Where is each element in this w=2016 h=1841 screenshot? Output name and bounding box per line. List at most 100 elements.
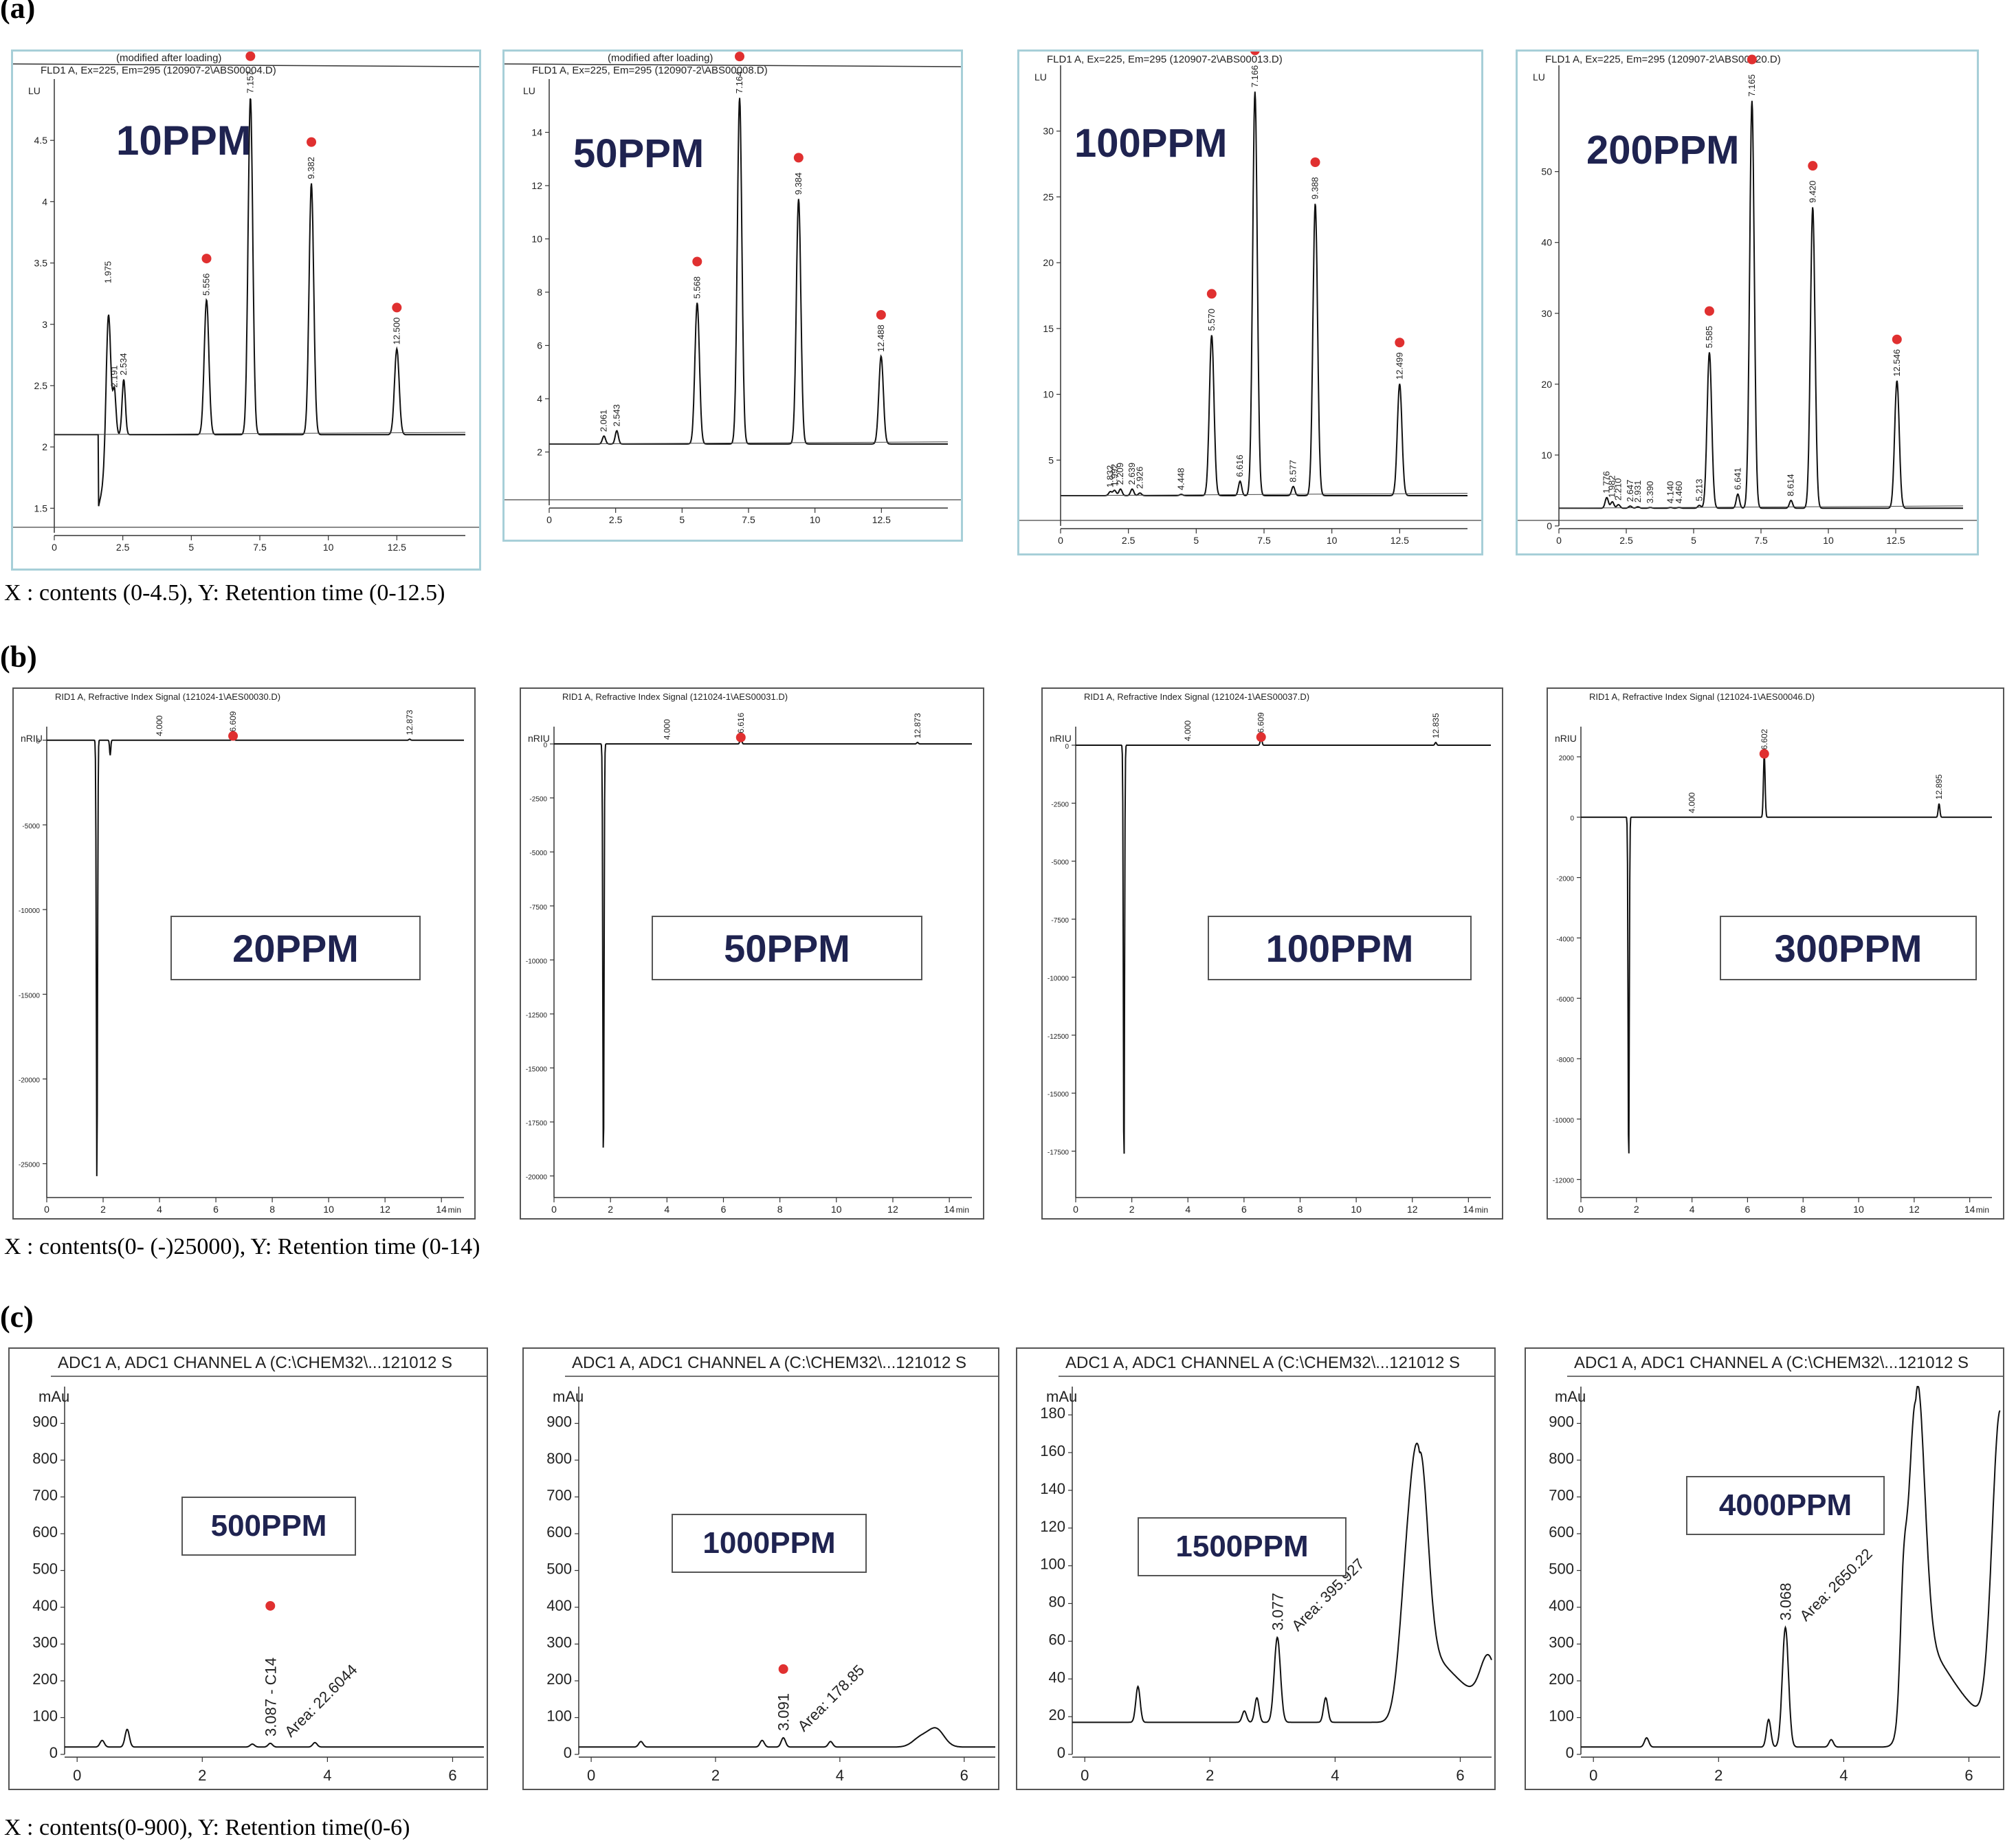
y-tick-label: 4.5 [34,135,48,146]
y-tick-label: -20000 [526,1174,548,1182]
x-tick-label: 6 [448,1767,456,1784]
peak-label: 9.382 [306,157,316,179]
y-tick-label: -17500 [1048,1149,1070,1157]
peak-label: 2.639 [1127,463,1137,485]
peak-label: 9.388 [1310,177,1320,199]
y-tick-label: -2500 [529,796,547,804]
chromatogram-b-100ppm: RID1 A, Refractive Index Signal (121024-… [1041,687,1503,1220]
baseline-line [54,432,466,435]
y-unit-label: LU [1034,71,1047,82]
y-unit-label: mAu [1046,1388,1077,1405]
signal-trace [65,1728,484,1748]
y-tick-label: 3.5 [34,258,48,269]
peak-marker [793,153,804,163]
y-tick-label: 300 [32,1634,58,1651]
peak-label: 3.087 - C14 [262,1657,279,1737]
chromatogram-c-4000ppm: ADC1 A, ADC1 CHANNEL A (C:\CHEM32\...121… [1525,1347,2004,1790]
x-tick-label: 10 [831,1204,842,1215]
signal-trace [1581,754,1992,1154]
peak-marker [392,302,402,313]
x-tick-label: 0 [546,514,552,525]
peak-marker [245,52,256,61]
y-tick-label: 160 [1040,1442,1065,1459]
chart-header: RID1 A, Refractive Index Signal (121024-… [55,692,280,702]
peak-label: 5.556 [201,274,211,296]
y-tick-label: 600 [32,1523,58,1541]
x-tick-label: 0 [1556,535,1562,546]
peak-label: 9.420 [1807,181,1817,203]
peak-marker [1395,338,1405,348]
y-unit-label: mAu [38,1388,69,1405]
x-tick-label: 0 [1578,1204,1584,1215]
x-tick-label: 2 [711,1767,720,1784]
x-tick-label: 4 [1690,1204,1695,1215]
x-tick-label: 2.5 [1619,535,1633,546]
chart-header: RID1 A, Refractive Index Signal (121024-… [1589,692,1815,702]
peak-label: 6.609 [1256,712,1266,733]
peak-label: 12.500 [391,318,401,345]
x-tick-label: 0 [587,1767,595,1784]
x-tick-label: 12.5 [872,514,891,525]
concentration-label: 300PPM [1720,916,1977,980]
x-tick-label: 5 [188,542,194,553]
y-tick-label: 50 [1541,166,1552,177]
peak-marker [1747,54,1757,65]
chromatogram-c-500ppm: ADC1 A, ADC1 CHANNEL A (C:\CHEM32\...121… [8,1347,488,1790]
y-tick-label: 10 [1541,450,1552,461]
signal-trace [1581,1386,2001,1748]
y-tick-label: 100 [1040,1556,1065,1573]
peak-marker [1310,157,1320,167]
peak-marker [876,310,886,320]
x-tick-label: 10 [1351,1204,1362,1215]
y-unit-label: LU [1533,71,1545,82]
chromatogram-b-300ppm: RID1 A, Refractive Index Signal (121024-… [1547,687,2004,1220]
peak-marker [1892,334,1902,344]
chart-header-top: (modified after loading) [116,52,221,64]
x-unit-label: min [1976,1205,1989,1215]
x-tick-label: 2.5 [609,514,623,525]
x-tick-label: 4 [323,1767,331,1784]
peak-label: 2.209 [1115,463,1125,485]
x-tick-label: 6 [960,1767,968,1784]
chromatogram-svg: (modified after loading)FLD1 A, Ex=225, … [13,52,479,553]
x-tick-label: 2.5 [116,542,130,553]
y-unit-label: nRIU [21,733,43,744]
chromatogram-c-1500ppm: ADC1 A, ADC1 CHANNEL A (C:\CHEM32\...121… [1016,1347,1496,1790]
y-tick-label: 14 [531,127,542,138]
y-tick-label: -12000 [1553,1178,1575,1185]
signal-trace [1072,1442,1492,1723]
peak-label: 1.776 [1602,471,1612,494]
x-tick-label: 7.5 [253,542,267,553]
x-tick-label: 6 [213,1204,219,1215]
concentration-label: 4000PPM [1686,1476,1885,1535]
y-tick-label: 2.5 [34,380,48,391]
caption-c: X : contents(0-900), Y: Retention time(0… [4,1815,410,1840]
peak-label: 6.602 [1760,729,1769,749]
y-tick-label: 500 [1549,1561,1574,1578]
x-tick-label: 7.5 [742,514,755,525]
y-tick-label: 700 [546,1487,572,1504]
x-tick-label: 2 [608,1204,613,1215]
y-tick-label: 200 [32,1671,58,1688]
peak-label: 2.191 [109,365,119,388]
x-tick-label: 10 [1853,1204,1864,1215]
baseline-line [1558,505,1964,509]
peak-label: 2.061 [599,410,609,432]
peak-label: 4.000 [155,715,164,736]
y-tick-label: 2 [42,441,47,452]
peak-label: 2.926 [1134,467,1144,489]
y-tick-label: 20 [1049,1706,1065,1723]
chart-header: FLD1 A, Ex=225, Em=295 (120907-2\ABS0000… [41,65,276,76]
x-tick-label: 10 [323,542,334,553]
concentration-label: 50PPM [652,916,922,980]
y-tick-label: 900 [1549,1413,1574,1431]
chromatogram-a-200ppm: FLD1 A, Ex=225, Em=295 (120907-2\ABS0002… [1516,49,1979,555]
peak-area-label: Area: 2650.22 [1796,1545,1875,1624]
y-tick-label: 100 [1549,1708,1574,1725]
y-tick-label: 20 [1541,379,1552,390]
peak-label: 6.641 [1732,467,1742,490]
peak-marker [228,731,239,741]
y-tick-label: 120 [1040,1518,1065,1535]
x-tick-label: 0 [1058,535,1063,546]
y-tick-label: 180 [1040,1404,1065,1422]
